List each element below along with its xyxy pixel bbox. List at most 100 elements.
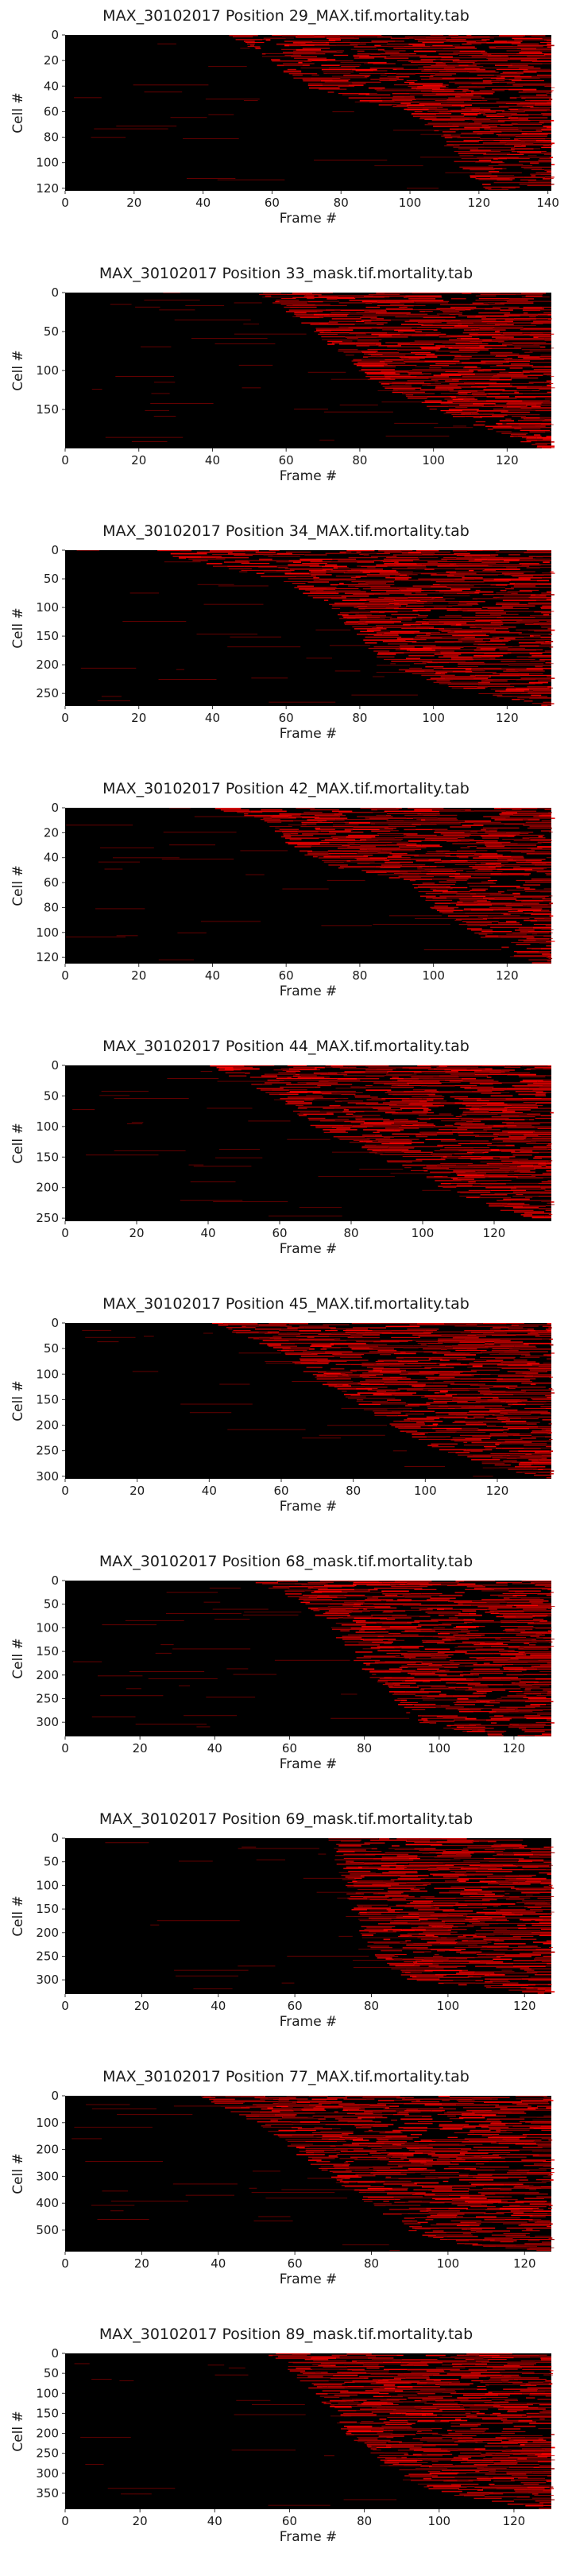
heatmap-cell [299, 588, 336, 590]
heatmap-cell [438, 561, 453, 562]
heatmap-cell [549, 1376, 553, 1378]
heatmap-cell [415, 859, 435, 862]
heatmap-cell [503, 1432, 508, 1433]
heatmap-cell [409, 1635, 425, 1637]
heatmap-cell [533, 1463, 551, 1465]
y-tick-label: 100 [36, 156, 59, 170]
heatmap-cell [394, 561, 399, 563]
heatmap-cell [373, 646, 400, 648]
heatmap-cell [294, 846, 311, 848]
heatmap-cell [455, 1116, 462, 1117]
heatmap-cell [322, 339, 358, 340]
heatmap-cell [466, 1169, 493, 1170]
heatmap-cell [533, 1082, 551, 1084]
heatmap-cell [237, 812, 263, 813]
heatmap-cell [534, 1474, 551, 1476]
heatmap-cell [504, 904, 524, 906]
heatmap-cell [549, 902, 553, 905]
heatmap-cell [323, 1613, 350, 1615]
heatmap-cell [356, 1600, 382, 1601]
heatmap-cell [327, 343, 335, 345]
heatmap-cell [373, 924, 450, 925]
heatmap-cell [525, 859, 542, 862]
heatmap-cell [319, 841, 330, 844]
heatmap-cell [365, 817, 369, 819]
heatmap-cell [461, 158, 493, 159]
heatmap-cell [412, 1080, 440, 1083]
heatmap-cell [354, 1617, 372, 1620]
heatmap-cell [550, 703, 555, 704]
heatmap-cell [365, 376, 385, 378]
heatmap-cell [431, 840, 447, 841]
heatmap-cell [427, 396, 450, 398]
heatmap-cell [452, 634, 489, 637]
heatmap-svg: MAX_30102017 Position 29_MAX.tif.mortali… [10, 7, 559, 227]
heatmap-cell [437, 910, 463, 912]
heatmap-cell [469, 304, 489, 305]
heatmap-cell [318, 1334, 351, 1335]
heatmap-cell [504, 1066, 521, 1069]
heatmap-cell [473, 632, 490, 634]
heatmap-cell [446, 897, 483, 898]
heatmap-cell [403, 821, 431, 823]
heatmap-cell [448, 35, 459, 37]
heatmap-cell [428, 859, 441, 860]
heatmap-cell [407, 1418, 440, 1419]
heatmap-cell [346, 1108, 373, 1109]
heatmap-cell [499, 1613, 533, 1615]
heatmap-cell [523, 70, 551, 72]
heatmap-cell [493, 1329, 505, 1332]
heatmap-cell [180, 1403, 253, 1405]
heatmap-cell [382, 329, 395, 331]
heatmap-cell [470, 1109, 489, 1111]
heatmap-cell [493, 1344, 500, 1345]
heatmap-cell [516, 859, 526, 862]
heatmap-cell [454, 581, 485, 583]
heatmap-cell [547, 1147, 551, 1149]
heatmap-cell [527, 550, 551, 552]
heatmap-cell [404, 1657, 411, 1658]
heatmap-cell [299, 1358, 328, 1360]
heatmap-cell [524, 1119, 529, 1120]
heatmap-cell [485, 1658, 519, 1660]
heatmap-cell [346, 551, 352, 553]
heatmap-cell [540, 830, 551, 832]
heatmap-cell [361, 369, 395, 370]
heatmap-cell [404, 1167, 412, 1169]
heatmap-cell [424, 1395, 453, 1397]
heatmap-cell [466, 871, 503, 872]
heatmap-cell [460, 1637, 476, 1639]
heatmap-cell [446, 1156, 462, 1157]
heatmap-cell [426, 1176, 435, 1177]
heatmap-cell [465, 1420, 478, 1422]
heatmap-cell [429, 1078, 462, 1079]
heatmap-cell [506, 422, 541, 425]
heatmap-cell [462, 168, 494, 170]
heatmap-cell [541, 1457, 547, 1459]
heatmap-cell [441, 1348, 447, 1350]
heatmap-cell [279, 813, 302, 815]
heatmap-cell [465, 912, 501, 914]
heatmap-cell [284, 45, 290, 47]
heatmap-cell [548, 1607, 552, 1609]
heatmap-cell [342, 1590, 370, 1592]
heatmap-cell [533, 1164, 547, 1166]
heatmap-cell [393, 601, 405, 603]
heatmap-cell [551, 164, 555, 165]
heatmap-cell [220, 809, 249, 811]
heatmap-cell [525, 1137, 533, 1139]
heatmap-cell [470, 1659, 508, 1661]
heatmap-cell [535, 1117, 551, 1119]
heatmap-cell [516, 683, 535, 685]
heatmap-cell [278, 567, 288, 568]
heatmap-cell [341, 1093, 356, 1096]
heatmap-cell [419, 1616, 431, 1617]
heatmap-cell [397, 1084, 422, 1086]
heatmap-cell [466, 1348, 477, 1350]
heatmap-cell [377, 852, 392, 853]
heatmap-cell [321, 565, 347, 568]
heatmap-cell [423, 1351, 437, 1353]
heatmap-cell [493, 1385, 518, 1387]
heatmap-cell [428, 1095, 443, 1096]
heatmap-cell [227, 553, 245, 555]
